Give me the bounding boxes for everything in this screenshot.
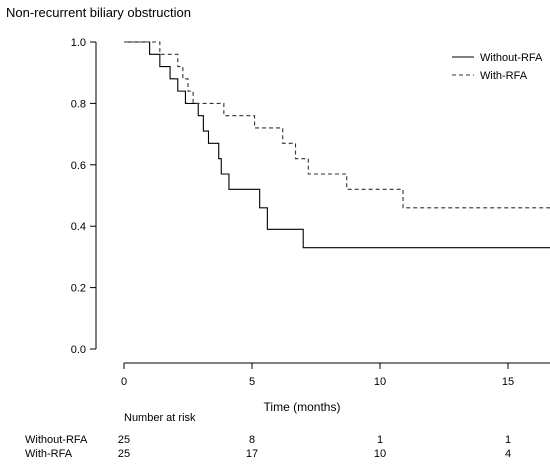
x-tick-label: 0 [121, 376, 127, 388]
risk-count: 25 [118, 448, 130, 460]
risk-table: Number at riskWithout-RFA2581100With-RFA… [25, 412, 511, 460]
risk-count: 8 [249, 434, 255, 446]
risk-table-title: Number at risk [124, 412, 196, 424]
risk-row-label: With-RFA [25, 448, 73, 460]
x-axis-label: Time (months) [264, 400, 341, 414]
risk-count: 1 [505, 434, 511, 446]
legend: Without-RFA With-RFA [452, 52, 543, 82]
risk-count: 4 [505, 448, 511, 460]
x-tick-label: 10 [374, 376, 386, 388]
risk-count: 10 [374, 448, 386, 460]
chart-title: Non-recurrent biliary obstruction [6, 5, 191, 20]
series-line-without-rfa [124, 41, 550, 249]
x-tick-label: 5 [249, 376, 255, 388]
risk-row-label: Without-RFA [25, 434, 88, 446]
y-tick-label: 0.0 [71, 344, 86, 356]
risk-count: 17 [246, 448, 258, 460]
y-tick-label: 0.2 [71, 283, 86, 295]
plot-lines [124, 41, 550, 249]
x-tick-label: 15 [502, 376, 514, 388]
y-tick-label: 0.8 [71, 98, 86, 110]
legend-label: With-RFA [480, 70, 528, 82]
y-tick-label: 1.0 [71, 37, 86, 49]
plot-axes: 0.00.20.40.60.81.00510152025 [71, 37, 550, 388]
y-tick-label: 0.6 [71, 160, 86, 172]
risk-count: 25 [118, 434, 130, 446]
series-line-with-rfa [124, 41, 550, 209]
legend-label: Without-RFA [480, 52, 543, 64]
y-tick-label: 0.4 [71, 221, 86, 233]
risk-count: 1 [377, 434, 383, 446]
